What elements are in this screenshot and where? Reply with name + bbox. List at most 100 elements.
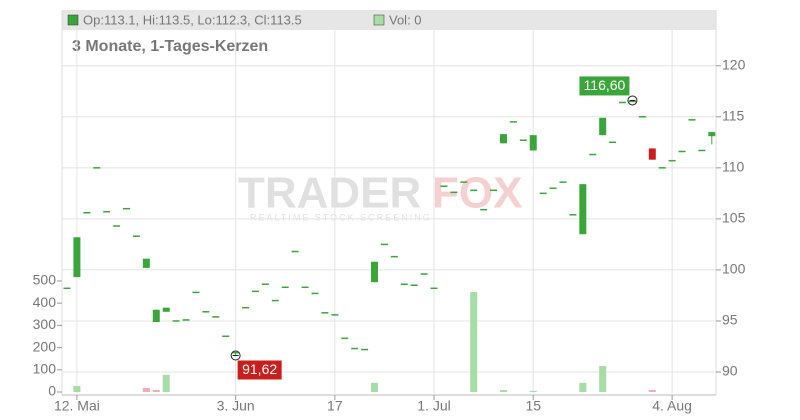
candle-body: [371, 261, 379, 283]
y-tick-label: 110: [722, 159, 745, 175]
candle-body: [321, 312, 329, 314]
candle-body: [579, 184, 587, 235]
watermark-tagline: REALTIME STOCK SCREENING: [250, 212, 432, 222]
low-label: 91,62: [242, 361, 277, 377]
candle-body: [113, 225, 121, 227]
candle-body: [609, 141, 617, 144]
candle-body: [420, 273, 428, 275]
x-tick-label: 15: [525, 398, 541, 414]
candle-body: [132, 235, 140, 237]
candle-body: [400, 283, 408, 285]
candle-body: [222, 335, 230, 338]
candle-body: [539, 192, 547, 195]
candle-body: [628, 100, 636, 103]
y2-tick-label: 400: [33, 294, 57, 310]
y2-tick-label: 0: [48, 383, 56, 399]
candle-body: [261, 283, 269, 285]
candle-body: [152, 309, 160, 322]
candle-body: [251, 290, 259, 293]
candle-body: [440, 185, 448, 187]
y-tick-label: 105: [722, 210, 746, 226]
y-tick-label: 90: [722, 363, 738, 379]
candle-body: [380, 243, 388, 246]
candle-body: [301, 286, 309, 289]
volume-bar: [579, 382, 587, 392]
candle-body: [351, 347, 359, 350]
y-tick-label: 115: [722, 107, 745, 123]
x-tick-label: 1. Jul: [417, 398, 450, 414]
candle-body: [509, 121, 517, 123]
candle-body: [678, 150, 686, 153]
candle-body: [698, 149, 706, 152]
candle-body: [519, 139, 527, 142]
low-marker: [230, 350, 241, 361]
candle-body: [599, 117, 607, 136]
candle-body: [142, 258, 150, 268]
x-tick-label: 4. Aug: [652, 398, 692, 414]
volume-bar: [648, 390, 656, 392]
candle-body: [529, 135, 537, 151]
candle-body: [162, 307, 170, 312]
candle-body: [212, 316, 220, 318]
y2-tick-label: 500: [33, 272, 57, 288]
candle-body: [480, 208, 488, 211]
watermark-text: FOX: [432, 169, 522, 218]
candle-body: [390, 255, 398, 258]
candle-body: [93, 167, 101, 169]
candle-body: [73, 237, 81, 278]
candle-body: [291, 250, 299, 253]
volume-bar: [599, 366, 607, 392]
candle-body: [281, 286, 289, 289]
y2-tick-label: 200: [33, 338, 57, 354]
candle-body: [648, 148, 656, 160]
candle-body: [470, 189, 478, 192]
candle-body: [410, 284, 418, 286]
volume-bar: [529, 390, 537, 392]
candle-body: [361, 348, 369, 351]
y-tick-label: 100: [722, 261, 746, 277]
candle-body: [638, 116, 646, 118]
candle-body: [589, 153, 597, 156]
candle-body: [450, 191, 458, 194]
legend-text: Op:113.1, Hi:113.5, Lo:112.3, Cl:113.5: [83, 12, 302, 27]
candle-body: [123, 207, 131, 210]
y2-tick-label: 100: [33, 360, 57, 376]
candle-body: [271, 299, 279, 302]
candle-body: [242, 306, 250, 309]
candle-body: [341, 337, 349, 340]
candle-body: [232, 351, 240, 354]
candle-body: [549, 187, 557, 190]
volume-bar: [162, 374, 170, 392]
high-marker: [627, 95, 638, 106]
candle-body: [172, 320, 180, 322]
volume-bar: [470, 292, 478, 392]
candle-body: [569, 214, 577, 216]
y2-tick-label: 300: [33, 316, 57, 332]
candle-body: [430, 287, 438, 290]
watermark-text: TRADER: [238, 169, 421, 218]
x-tick-label: 17: [327, 398, 343, 414]
legend-swatch: [373, 14, 385, 26]
candle-body: [202, 311, 210, 313]
volume-bar: [142, 388, 150, 392]
volume-bar: [152, 390, 160, 392]
watermark: TRADER FOX REALTIME STOCK SCREENING: [238, 169, 522, 223]
candle-body: [490, 189, 498, 192]
legend-band: [62, 10, 716, 30]
volume-bar: [73, 386, 81, 392]
y-tick-label: 120: [722, 56, 746, 72]
legend-swatch: [67, 14, 79, 26]
candle-body: [619, 101, 627, 104]
candle-body: [499, 134, 507, 144]
legend-text: Vol: 0: [389, 12, 422, 27]
high-label-box: [579, 76, 630, 96]
candle-body: [668, 159, 676, 162]
y-tick-label: 95: [722, 312, 738, 328]
candle-body: [460, 181, 468, 183]
low-label-box: [237, 360, 282, 380]
candle-body: [63, 287, 71, 290]
subtitle: 3 Monate, 1-Tages-Kerzen: [72, 38, 268, 55]
grid: [62, 30, 716, 395]
candle-body: [708, 132, 716, 137]
